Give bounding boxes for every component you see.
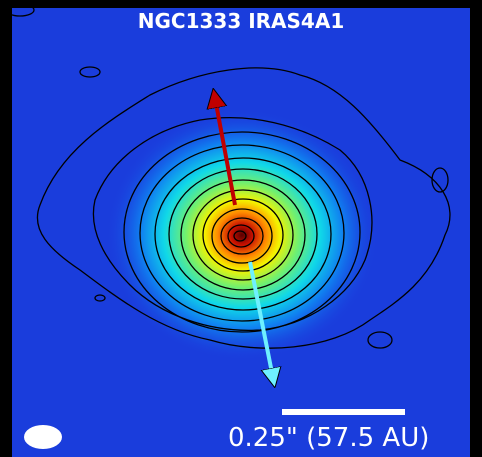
scale-bar-label: 0.25" (57.5 AU) (228, 423, 429, 453)
page: {"title": "NGC1333 IRAS4A1", "scale_bar_… (0, 0, 482, 457)
title: NGC1333 IRAS4A1 (138, 9, 345, 33)
figure: NGC1333 IRAS4A1 0.25" (57.5 AU) (0, 0, 482, 457)
beam (24, 425, 62, 449)
